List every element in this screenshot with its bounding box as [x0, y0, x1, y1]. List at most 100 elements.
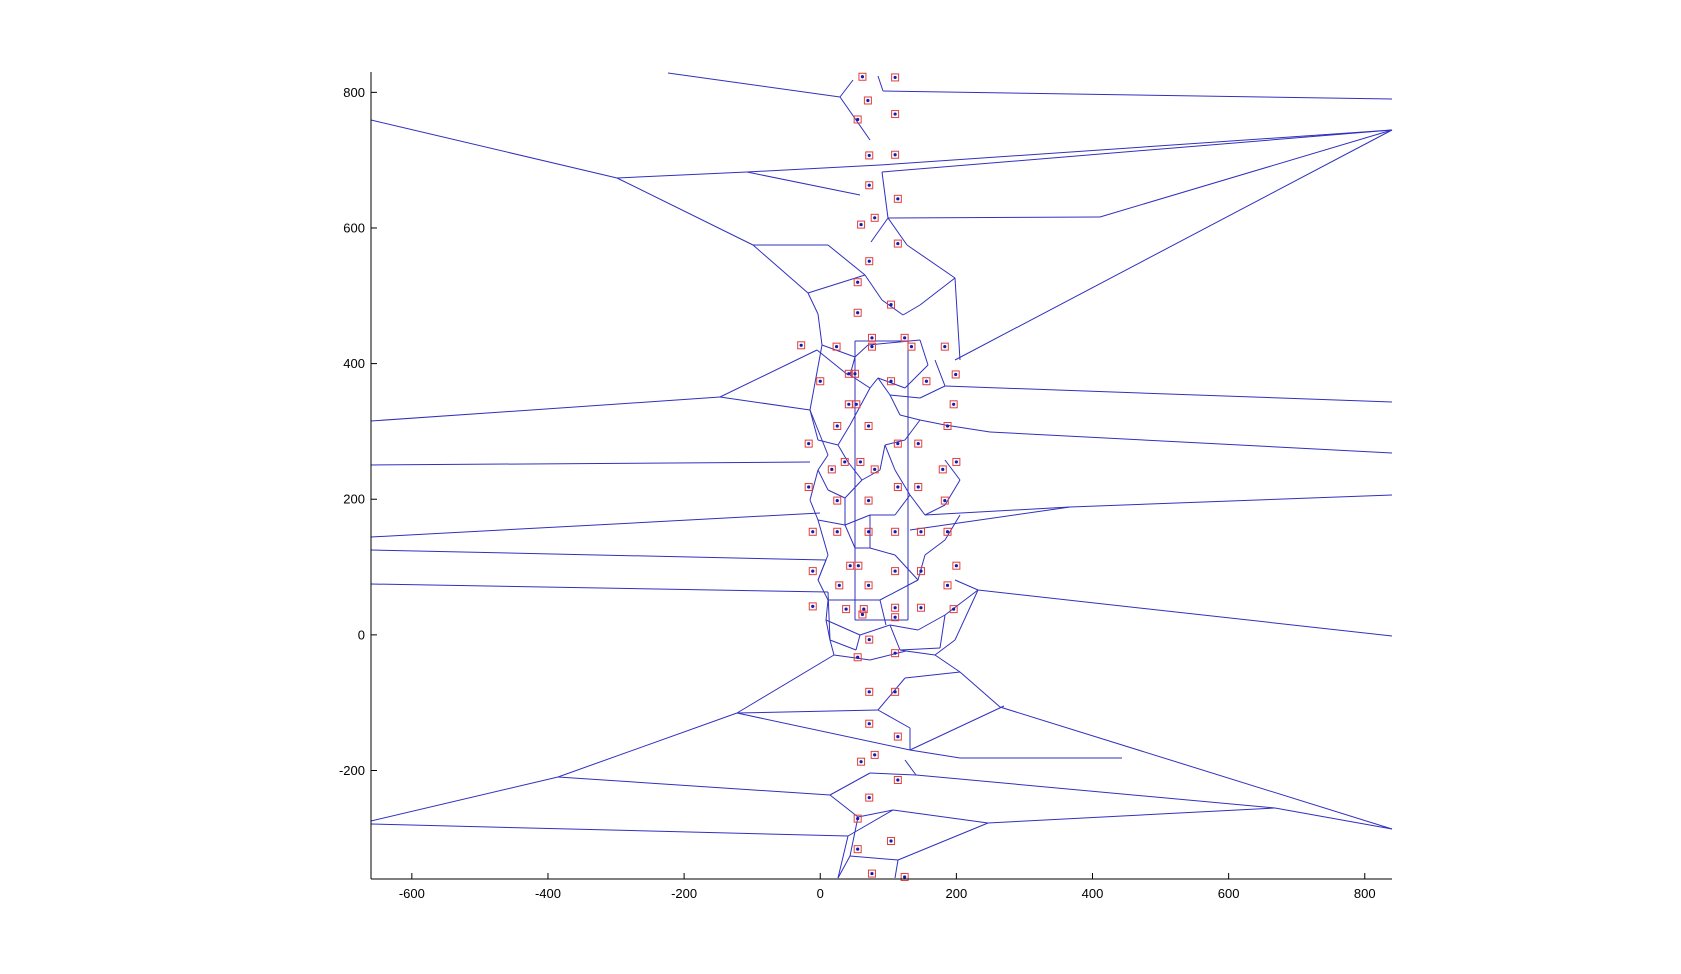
data-points [797, 72, 961, 881]
point-dot-marker [867, 796, 871, 800]
point-dot-marker [856, 564, 860, 568]
voronoi-edge [844, 524, 856, 549]
y-tick-label: 400 [343, 356, 365, 371]
voronoi-edge [870, 217, 889, 243]
point-dot-marker [866, 530, 871, 534]
data-point [846, 561, 855, 570]
point-dot-marker [893, 153, 897, 157]
voronoi-edge [889, 624, 901, 651]
data-point [864, 496, 873, 505]
point-dot-marker [856, 655, 860, 659]
voronoi-edge [889, 624, 919, 631]
voronoi-edge [881, 299, 904, 316]
point-dot-marker [919, 569, 923, 573]
point-dot-marker [856, 311, 860, 315]
data-point [865, 257, 874, 266]
voronoi-edge [999, 706, 1393, 830]
point-dot-marker [916, 442, 920, 446]
data-point [949, 605, 958, 614]
voronoi-edge [934, 654, 961, 673]
point-box-marker [938, 465, 947, 474]
point-dot-marker [870, 871, 874, 876]
data-point [951, 370, 960, 379]
voronoi-edge [855, 634, 861, 651]
point-dot-marker [893, 606, 897, 610]
point-dot-marker [954, 372, 958, 377]
data-point [859, 605, 868, 614]
point-box-marker [850, 369, 859, 378]
voronoi-edge [809, 344, 823, 411]
point-box-marker [914, 483, 923, 492]
point-dot-marker [858, 460, 862, 464]
point-box-marker [891, 567, 900, 576]
point-box-marker [916, 567, 925, 576]
voronoi-edge [897, 822, 989, 861]
point-box-marker [865, 151, 874, 160]
data-point [952, 457, 961, 466]
voronoi-edge [829, 772, 871, 796]
voronoi-edge [869, 377, 879, 389]
data-point [922, 377, 931, 386]
voronoi-edge [954, 129, 1393, 361]
y-tick-label: 0 [358, 627, 365, 642]
voronoi-edge [909, 749, 961, 759]
data-point [853, 115, 862, 124]
voronoi-edge [837, 424, 851, 446]
point-dot-marker [830, 467, 834, 471]
point-box-marker [864, 496, 873, 505]
point-box-marker [853, 653, 862, 662]
data-point [943, 581, 952, 590]
voronoi-edge [825, 599, 829, 621]
point-box-marker [891, 613, 900, 622]
point-dot-marker [866, 498, 871, 503]
point-box-marker [891, 150, 900, 159]
data-point [887, 377, 896, 386]
point-box-marker [856, 457, 865, 466]
voronoi-edge [557, 776, 831, 796]
voronoi-edge [557, 712, 738, 778]
data-point [870, 213, 879, 222]
point-dot-marker [853, 372, 857, 376]
voronoi-edge [934, 639, 956, 656]
point-dot-marker [873, 753, 877, 757]
voronoi-edge [809, 409, 819, 441]
data-point [863, 96, 872, 105]
voronoi-edge [989, 431, 1393, 454]
voronoi-edge [370, 119, 618, 179]
voronoi-edge [736, 654, 835, 714]
point-dot-marker [867, 259, 871, 263]
data-point [797, 341, 806, 350]
voronoi-edge [877, 377, 906, 389]
point-box-marker [867, 342, 876, 351]
point-dot-marker [919, 606, 923, 610]
data-point [840, 457, 849, 466]
point-dot-marker [945, 424, 950, 428]
y-tick-label: 200 [343, 492, 365, 507]
x-tick-label: -600 [399, 886, 425, 901]
point-dot-marker [799, 343, 803, 347]
voronoi-edge [370, 583, 829, 593]
point-dot-marker [856, 280, 860, 284]
voronoi-edge [904, 671, 961, 679]
x-tick-label: -400 [535, 886, 561, 901]
point-dot-marker [867, 153, 871, 158]
point-dot-marker [859, 760, 863, 764]
point-box-marker [891, 110, 900, 119]
point-box-marker [867, 869, 876, 878]
data-point [891, 73, 900, 82]
voronoi-edge [837, 444, 849, 463]
point-box-marker [864, 581, 873, 590]
point-dot-marker [924, 379, 929, 383]
data-point [857, 220, 866, 229]
point-dot-marker [856, 117, 860, 122]
voronoi-edge [889, 394, 921, 399]
voronoi-edge [919, 385, 946, 399]
voronoi-edge [924, 539, 946, 556]
point-box-marker [865, 719, 874, 728]
voronoi-edge [809, 409, 829, 456]
voronoi-edge [879, 599, 887, 626]
point-dot-marker [860, 612, 865, 617]
point-dot-marker [835, 498, 839, 503]
voronoi-edge [944, 459, 961, 481]
point-dot-marker [811, 604, 815, 608]
